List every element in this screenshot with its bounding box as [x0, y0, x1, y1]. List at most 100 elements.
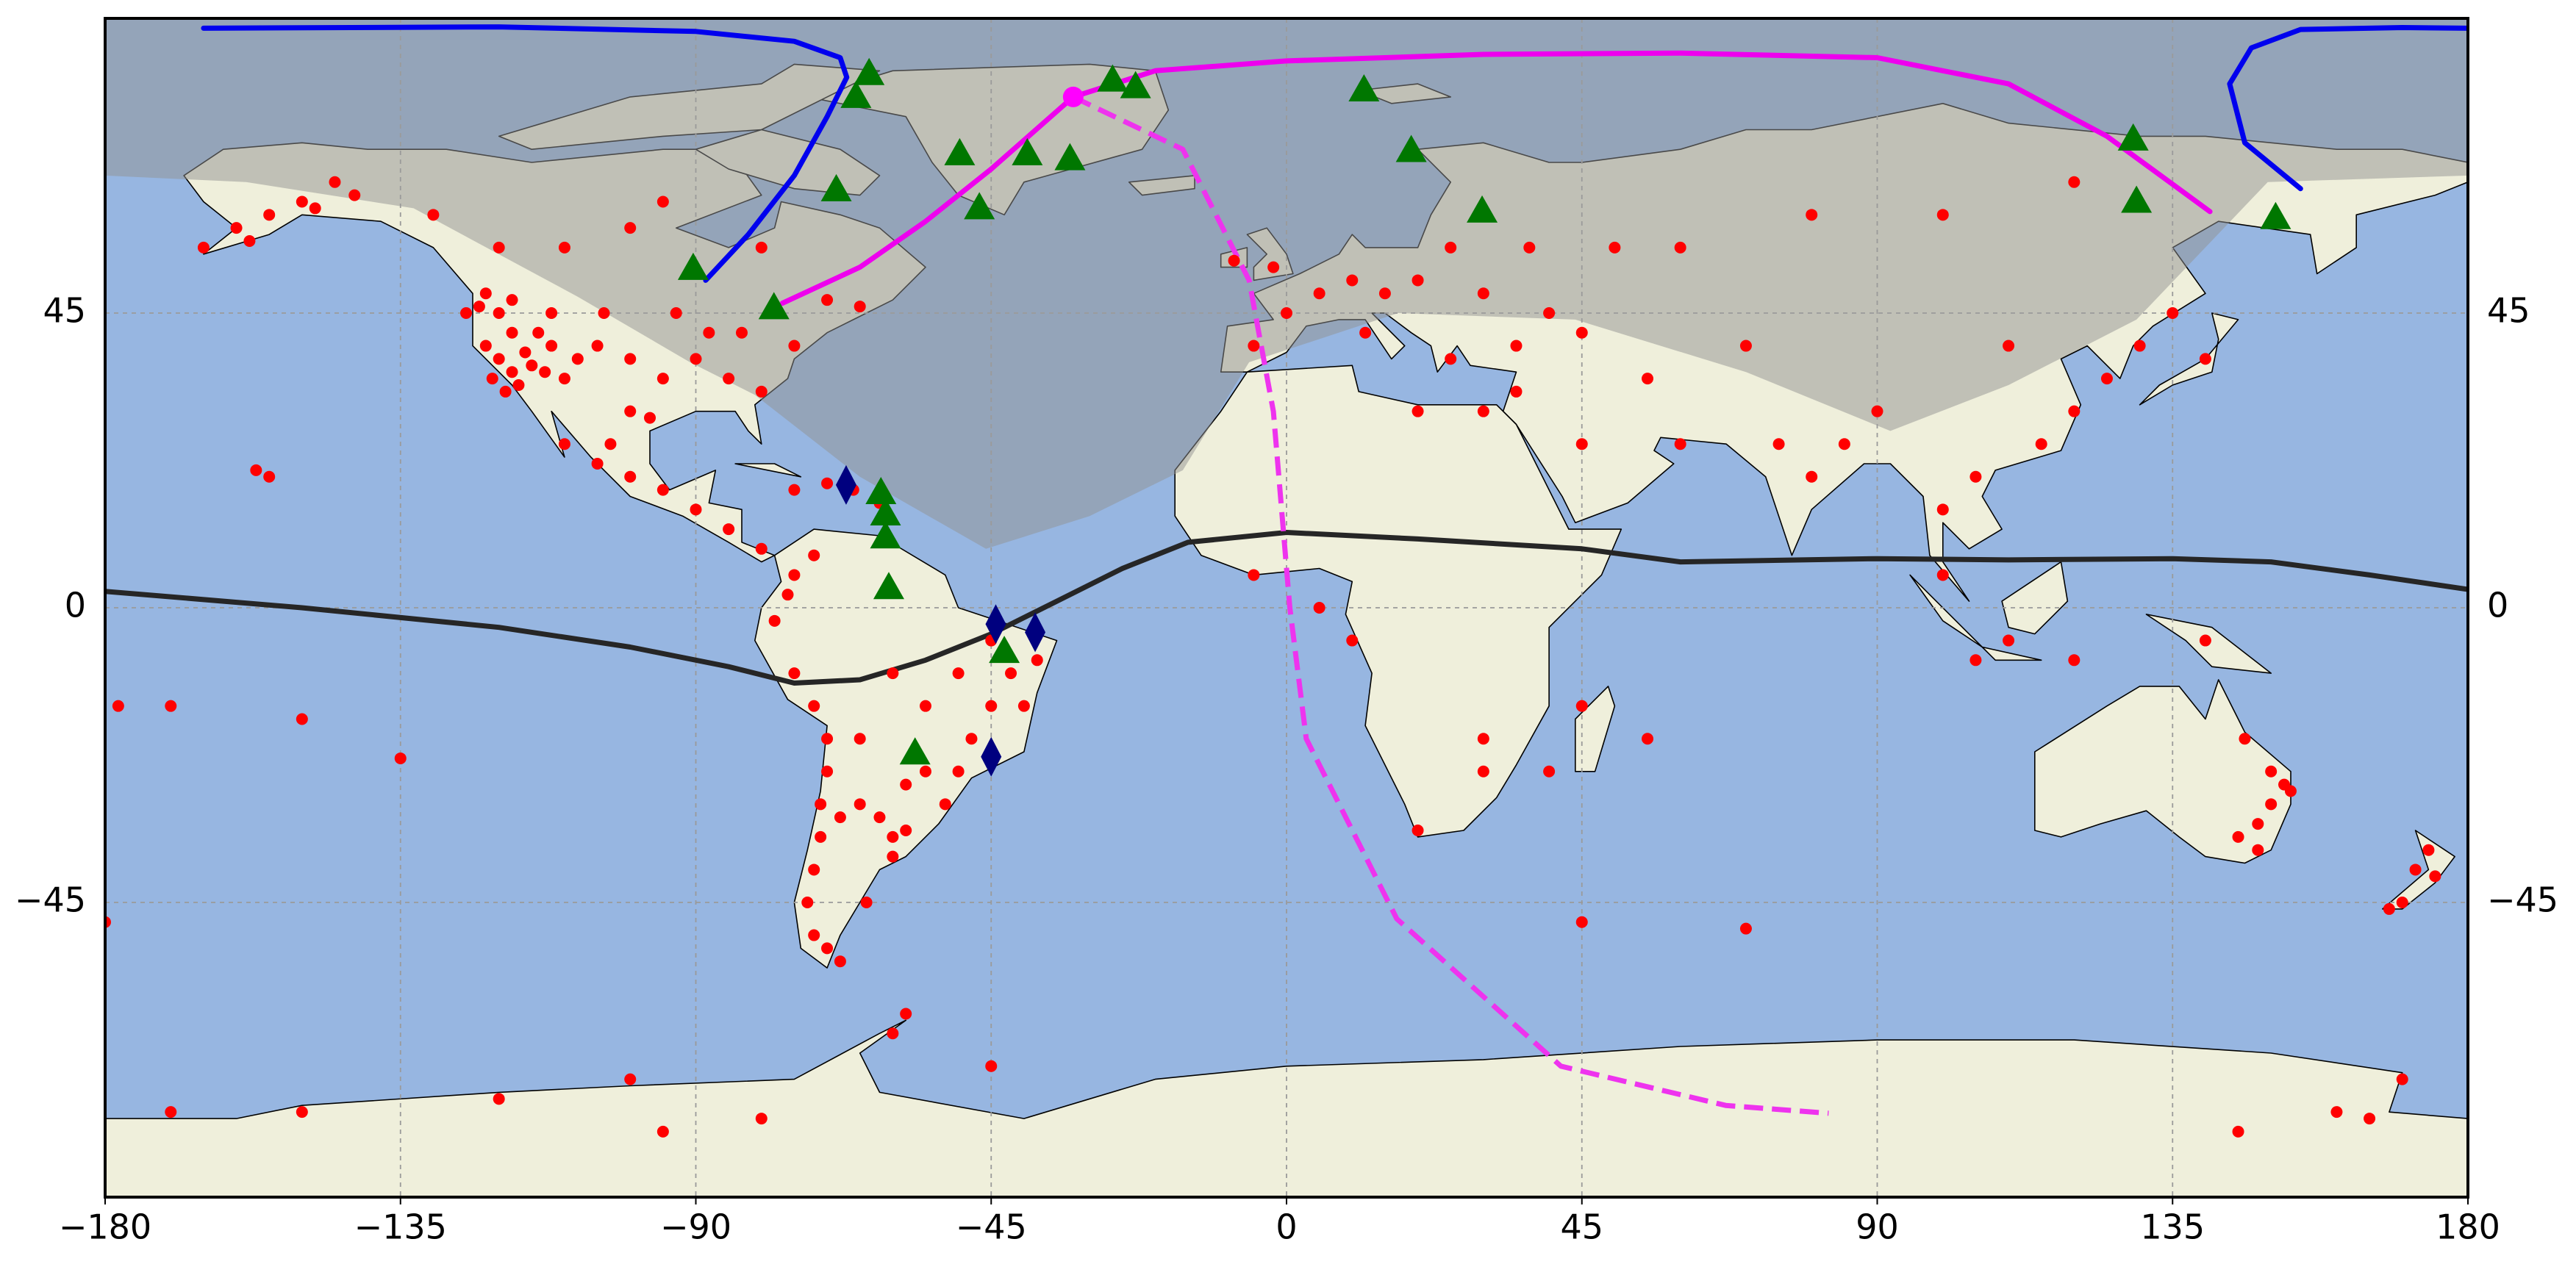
- point: [788, 667, 801, 680]
- point: [815, 798, 827, 811]
- point: [1969, 654, 1982, 667]
- point: [723, 523, 735, 536]
- point: [558, 241, 570, 254]
- point: [506, 326, 518, 339]
- point: [2199, 353, 2211, 365]
- triangle-marker: [1097, 64, 1128, 92]
- point: [887, 667, 899, 680]
- point: [1510, 340, 1523, 352]
- triangle-marker: [870, 521, 901, 549]
- y-tick-label: −45: [15, 880, 86, 920]
- point: [1359, 326, 1372, 339]
- point: [1412, 824, 1424, 836]
- point: [1445, 241, 1457, 254]
- point: [1313, 287, 1325, 300]
- point: [493, 353, 505, 365]
- x-tick-label: 0: [1276, 1207, 1297, 1247]
- point: [230, 222, 243, 234]
- point: [768, 614, 781, 627]
- point: [2252, 844, 2264, 856]
- point: [558, 373, 570, 385]
- point: [656, 1125, 669, 1138]
- line: [779, 50, 2213, 306]
- point: [1477, 405, 1489, 417]
- point: [539, 366, 551, 378]
- point: [1575, 438, 1588, 450]
- tick-labels: −180 −135 −90 −45 0 45 90 135 180 −45 −45 0 0 45 45: [15, 291, 2558, 1247]
- point: [1412, 274, 1424, 287]
- point: [900, 778, 912, 791]
- point: [815, 830, 827, 843]
- x-tick-label: 135: [2140, 1207, 2205, 1247]
- point: [624, 405, 637, 417]
- point: [493, 241, 505, 254]
- x-tick-label: −180: [59, 1207, 151, 1247]
- point: [2232, 830, 2244, 843]
- point: [250, 464, 262, 476]
- point: [821, 477, 834, 489]
- point: [1674, 438, 1686, 450]
- point: [1739, 340, 1752, 352]
- landmass: [105, 1019, 2468, 1197]
- point: [2239, 733, 2251, 745]
- point: [801, 897, 814, 908]
- point: [887, 1027, 899, 1040]
- point: [2035, 438, 2047, 450]
- point: [755, 241, 768, 254]
- point: [1378, 287, 1391, 300]
- point: [197, 241, 210, 254]
- point: [834, 811, 846, 824]
- point: [165, 700, 177, 712]
- point: [2199, 634, 2211, 647]
- triangle-marker: [2121, 185, 2153, 213]
- point: [1228, 254, 1240, 267]
- point: [624, 470, 637, 483]
- point: [873, 811, 886, 824]
- point: [703, 326, 715, 339]
- point: [1575, 326, 1588, 339]
- point: [532, 326, 545, 339]
- point: [460, 307, 473, 319]
- point: [2265, 765, 2278, 778]
- point: [919, 700, 931, 712]
- point: [854, 733, 866, 745]
- point: [985, 700, 998, 712]
- point: [624, 222, 637, 234]
- point: [506, 294, 518, 306]
- landmass: [2001, 561, 2069, 635]
- point: [591, 457, 604, 470]
- point: [755, 1113, 768, 1125]
- point: [690, 353, 702, 365]
- triangle-marker: [820, 173, 852, 201]
- point: [788, 484, 801, 496]
- landmass: [2139, 312, 2239, 406]
- point: [1575, 700, 1588, 712]
- point: [788, 340, 801, 352]
- point: [499, 385, 512, 398]
- diamond-marker: [835, 464, 856, 505]
- y-tick-label: −45: [2487, 880, 2558, 920]
- x-tick-label: −90: [660, 1207, 731, 1247]
- point: [1642, 733, 1654, 745]
- point: [900, 824, 912, 836]
- point: [690, 503, 702, 516]
- point: [2364, 1113, 2376, 1125]
- point: [2330, 1106, 2343, 1118]
- landmass: [1575, 686, 1616, 772]
- triangle-marker: [1012, 137, 1043, 165]
- point: [512, 379, 525, 392]
- point: [2068, 654, 2081, 667]
- point: [781, 589, 794, 601]
- line: [1072, 94, 1829, 1116]
- x-tick-label: −135: [354, 1207, 447, 1247]
- line: [201, 24, 2468, 283]
- triangle-marker: [989, 636, 1020, 664]
- point: [2133, 340, 2146, 352]
- point: [2265, 798, 2278, 811]
- point: [834, 955, 846, 968]
- point: [1772, 438, 1785, 450]
- point: [965, 733, 978, 745]
- point: [2003, 340, 2015, 352]
- point: [1543, 765, 1556, 778]
- point: [2429, 870, 2441, 883]
